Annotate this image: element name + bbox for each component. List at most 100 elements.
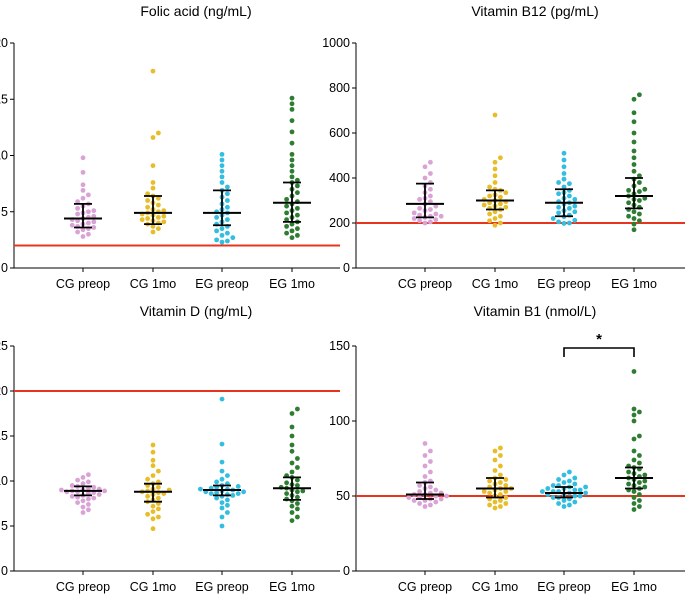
data-point [492,448,498,454]
data-point [428,207,433,212]
data-point [289,151,295,157]
data-point [69,222,75,228]
data-point [503,190,509,196]
data-point [80,182,86,188]
data-point [556,204,561,210]
data-point [417,501,422,506]
data-point [498,220,503,226]
data-point [487,478,492,484]
data-point [150,163,156,169]
data-point [156,214,161,220]
data-point [219,459,225,465]
data-point [572,203,578,209]
data-point [561,221,567,226]
data-point [498,498,503,503]
data-point [428,219,433,225]
data-point [637,189,642,194]
data-point [289,442,295,448]
data-point [631,216,637,221]
data-point [96,492,102,497]
data-point [80,481,86,487]
data-point [631,412,637,418]
data-point [91,225,97,230]
data-point [235,491,241,496]
y-tick-label: 50 [336,489,350,503]
data-point [156,130,161,136]
data-point [225,230,230,236]
data-point [438,496,444,502]
data-point [145,204,151,210]
data-point [145,493,151,499]
data-point [417,196,422,202]
x-tick-label: EG 1mo [269,580,315,594]
data-point [583,490,588,496]
y-tick-label: 10 [0,149,8,163]
data-point [102,488,107,494]
data-point [289,433,295,439]
data-point [295,232,300,238]
data-point [567,469,572,475]
data-point [59,487,64,493]
data-point [225,217,230,223]
x-tick-label: EG 1mo [611,277,657,291]
data-point [637,409,642,415]
chart-title: Vitamin B12 (pg/mL) [471,3,598,19]
data-point [572,481,578,487]
y-tick-label: 5 [1,519,8,533]
data-point [156,226,161,232]
data-point [289,448,295,454]
data-point [550,216,556,221]
data-point [492,166,498,172]
data-point [498,504,503,509]
data-point [498,492,503,497]
data-point [422,463,428,469]
data-point [214,237,220,243]
data-point [642,472,648,478]
data-point [637,180,642,185]
data-point [75,211,80,217]
data-point [631,495,637,500]
data-point [295,183,300,189]
data-point [289,503,295,509]
data-point [487,184,492,190]
data-point [156,468,161,474]
x-tick-label: CG 1mo [472,277,519,291]
data-point [428,459,433,464]
data-point [637,211,642,217]
data-point [561,480,567,485]
data-point [86,502,91,507]
y-tick-label: 800 [329,81,350,95]
data-point [289,168,295,174]
data-point [631,148,637,154]
data-point [75,229,80,235]
data-point [561,164,567,170]
data-point [75,205,80,211]
data-point [214,490,220,496]
data-point [91,495,97,501]
data-point [637,433,642,439]
data-point [422,441,428,446]
data-point [422,474,428,479]
data-point [503,483,509,488]
data-point [91,208,97,214]
data-point [235,484,241,489]
data-point [428,502,433,508]
data-point [561,176,567,182]
data-point [230,493,236,498]
data-point [492,209,498,215]
data-point [572,487,578,493]
data-point [561,472,567,478]
data-point [411,498,417,503]
data-point [503,501,509,506]
data-point [642,186,648,192]
data-point [561,157,567,163]
data-point [428,448,433,454]
data-point [219,523,225,529]
data-point [492,180,498,185]
data-point [225,497,230,503]
data-point [422,164,428,170]
data-point [295,465,300,470]
data-point [637,92,642,98]
data-point [150,68,156,74]
data-point [139,217,145,223]
